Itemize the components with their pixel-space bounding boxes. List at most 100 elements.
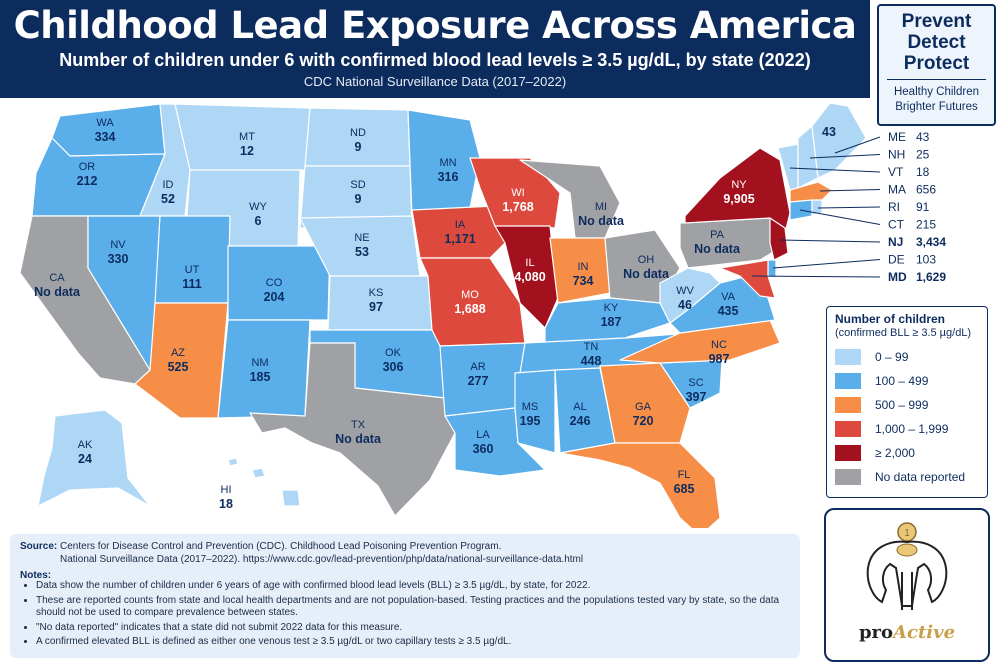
state-abbr-ar: AR [470,361,485,373]
legend-label: 500 – 999 [875,398,929,412]
state-abbr-id: ID [163,179,174,191]
state-WV[interactable] [659,267,721,324]
state-abbr-fl: FL [678,469,691,481]
state-abbr-pa: PA [710,229,725,241]
state-value-nc: 987 [709,352,730,366]
callout-leader-line [772,259,881,269]
state-GA[interactable] [599,362,691,444]
callout-value-me: 43 [916,130,930,144]
legend-item: ≥ 2,000 [835,441,987,465]
logo-word-pro: pro [858,622,894,643]
callout-value-ma: 656 [916,183,936,197]
state-value-ny: 9,905 [723,192,754,206]
callout-abbr-ct: CT [888,218,905,232]
legend-swatch [835,373,861,389]
state-MS[interactable] [514,369,556,454]
callout-leader-line [809,154,881,159]
state-abbr-nc: NC [711,339,727,351]
state-abbr-al: AL [573,401,586,413]
state-AK[interactable] [37,409,151,507]
state-value-oh: No data [623,267,670,281]
state-abbr-mi: MI [595,201,607,213]
legend-item: 100 – 499 [835,369,987,393]
state-TX[interactable] [249,342,456,517]
page-title: Childhood Lead Exposure Across America [13,4,857,47]
state-value-co: 204 [264,290,285,304]
callout-value-nj: 3,434 [916,235,946,249]
state-value-ut: 111 [182,277,202,291]
state-value-al: 246 [570,414,591,428]
badge-word-protect: Protect [903,53,970,74]
badge-tagline-2: Brighter Futures [895,101,978,113]
state-RI[interactable] [811,199,823,216]
state-value-ne: 53 [355,245,369,259]
badge-tagline-1: Healthy Children [893,86,979,98]
state-HI[interactable] [227,457,301,507]
legend-swatch [835,349,861,365]
state-abbr-tx: TX [351,419,366,431]
callout-abbr-nh: NH [888,148,905,162]
state-value-mn: 316 [438,170,459,184]
state-abbr-va: VA [721,291,736,303]
state-value-ks: 97 [369,300,383,314]
state-value-sd: 9 [355,192,362,206]
state-value-ca: No data [34,285,81,299]
state-MD[interactable] [719,259,776,299]
state-abbr-ok: OK [385,347,402,359]
state-value-wy: 6 [255,214,262,228]
state-value-fl: 685 [674,482,695,496]
state-value-pa: No data [694,242,741,256]
state-FL[interactable] [559,442,721,528]
badge-divider [887,79,986,80]
callout-leader-line [751,275,881,278]
state-abbr-ut: UT [185,264,200,276]
note-item: These are reported counts from state and… [36,595,796,620]
state-value-mt: 12 [240,144,254,158]
badge-word-prevent: Prevent [901,11,972,32]
state-ME[interactable] [811,102,867,179]
legend-label: No data reported [875,470,966,484]
state-value-nm: 185 [250,370,271,384]
state-abbr-nv: NV [110,239,126,251]
state-abbr-mt: MT [239,131,255,143]
proactive-logo: 1 proActive [824,508,990,662]
callout-leader-line [834,136,881,154]
callout-leader-line [779,239,881,243]
state-abbr-oh: OH [638,254,655,266]
state-DE[interactable] [767,259,777,279]
callout-leader-line [819,189,881,192]
legend-subtitle: (confirmed BLL ≥ 3.5 µg/dL) [835,327,972,339]
legend-label: ≥ 2,000 [875,446,915,460]
state-value-mi: No data [578,214,625,228]
note-item: "No data reported" indicates that a stat… [36,622,796,635]
state-abbr-ia: IA [455,219,466,231]
legend-title: Number of children [835,312,946,326]
callout-abbr-nj: NJ [888,235,903,249]
header-banner: Childhood Lead Exposure Across America N… [0,0,870,98]
state-value-wa: 334 [95,130,116,144]
state-abbr-ca: CA [49,272,65,284]
state-NM[interactable] [217,319,311,419]
state-abbr-nd: ND [350,127,366,139]
state-abbr-ne: NE [354,232,369,244]
state-MA[interactable] [789,181,833,203]
state-value-mo: 1,688 [454,302,485,316]
state-value-ar: 277 [468,374,489,388]
state-IA[interactable] [411,205,506,259]
state-WI[interactable] [469,157,561,229]
legend-item: No data reported [835,465,987,489]
state-NJ[interactable] [769,217,789,261]
callout-abbr-md: MD [888,270,907,284]
state-value-or: 212 [77,174,98,188]
callout-value-nh: 25 [916,148,930,162]
callout-abbr-me: ME [888,130,906,144]
legend-item: 0 – 99 [835,345,987,369]
state-value-ms: 195 [520,414,541,428]
state-abbr-co: CO [266,277,283,289]
state-abbr-nm: NM [251,357,268,369]
map-legend: Number of children (confirmed BLL ≥ 3.5 … [826,306,988,498]
state-abbr-ga: GA [635,401,652,413]
callout-abbr-vt: VT [888,165,904,179]
state-MN[interactable] [407,109,481,217]
legend-item: 1,000 – 1,999 [835,417,987,441]
